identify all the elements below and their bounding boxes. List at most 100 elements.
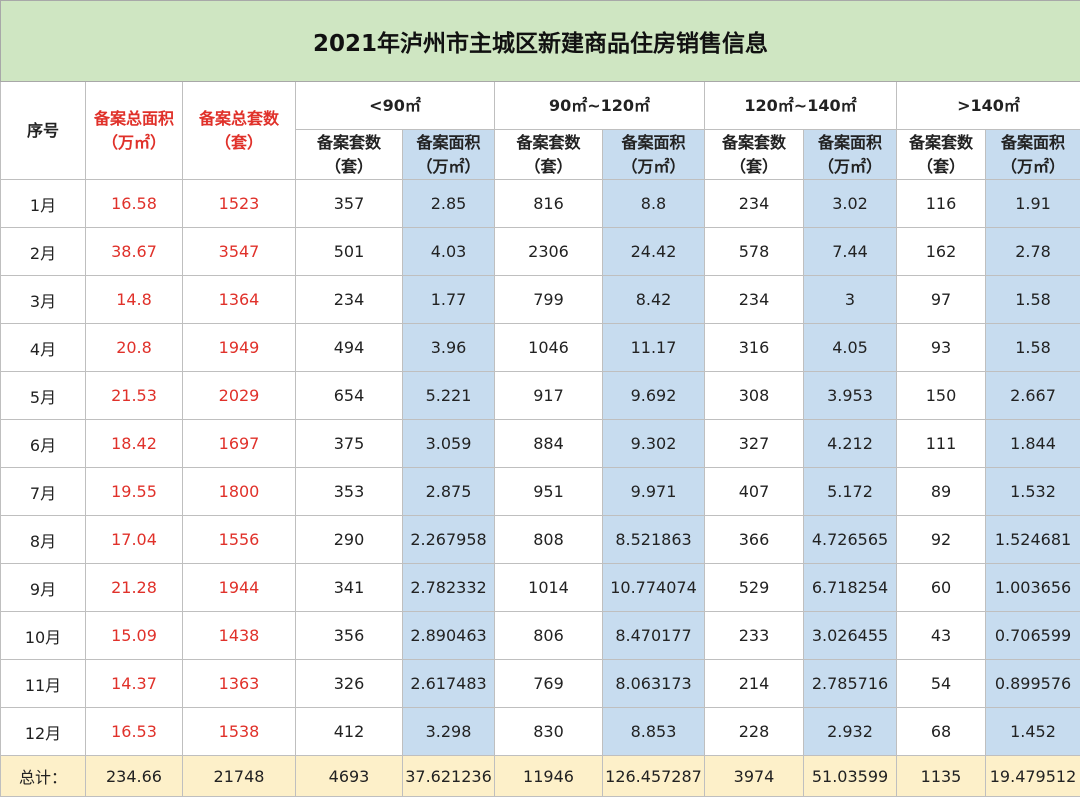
table-cell: 234 — [295, 275, 403, 324]
table-cell: 9.971 — [602, 467, 705, 516]
table-cell: 1.58 — [984, 323, 1080, 372]
table-cell: 1944 — [182, 563, 296, 612]
table-cell: 290 — [295, 515, 403, 564]
table-cell: 7.44 — [803, 227, 897, 276]
table-row: 7月 19.55 1800 353 2.875 951 9.971 407 5.172 89 1.5… — [0, 467, 1080, 516]
subheader-units-label: 备案套数 — [908, 132, 973, 152]
table-cell: 14.8 — [85, 275, 183, 324]
table-cell: 1014 — [494, 563, 603, 612]
subheader-area-3: 备案面积 （万㎡） — [984, 129, 1080, 180]
table-cell: 19.55 — [85, 467, 183, 516]
table-cell: 16.58 — [85, 179, 183, 228]
total-cell: 234.66 — [85, 755, 183, 797]
table-cell: 1538 — [182, 707, 296, 756]
header-total-units: 备案总套数 （套） — [182, 81, 296, 180]
table-cell: 1.532 — [984, 467, 1080, 516]
table-cell: 808 — [494, 515, 603, 564]
table-cell: 18.42 — [85, 419, 183, 468]
total-cell: 3974 — [704, 755, 804, 797]
table-cell: 21.28 — [85, 563, 183, 612]
table-cell: 2.875 — [402, 467, 495, 516]
table-cell: 1.844 — [984, 419, 1080, 468]
header-total-area: 备案总面积 （万㎡） — [85, 81, 183, 180]
table-cell: 2.785716 — [803, 659, 897, 708]
table-cell: 3.026455 — [803, 611, 897, 660]
table-row: 5月 21.53 2029 654 5.221 917 9.692 308 3.953 150 2.… — [0, 371, 1080, 420]
subheader-area-unit: （万㎡） — [416, 156, 481, 176]
total-cell: 51.03599 — [803, 755, 897, 797]
table-cell: 3.059 — [402, 419, 495, 468]
subheader-area-0: 备案面积 （万㎡） — [402, 129, 495, 180]
subheader-area-unit: （万㎡） — [1001, 156, 1066, 176]
table-cell: 234 — [704, 275, 804, 324]
table-row: 10月 15.09 1438 356 2.890463 806 8.470177 233 3.0… — [0, 611, 1080, 660]
table-cell: 951 — [494, 467, 603, 516]
header-total-units-unit: （套） — [214, 132, 263, 152]
table-cell: 0.706599 — [984, 611, 1080, 660]
subheader-area-2: 备案面积 （万㎡） — [803, 129, 897, 180]
table-cell: 14.37 — [85, 659, 183, 708]
table-cell: 150 — [896, 371, 986, 420]
table-cell: 4.03 — [402, 227, 495, 276]
table-cell: 2029 — [182, 371, 296, 420]
table-cell: 20.8 — [85, 323, 183, 372]
table-cell: 92 — [896, 515, 986, 564]
table-cell: 0.899576 — [984, 659, 1080, 708]
table-cell: 3.96 — [402, 323, 495, 372]
table-cell: 1556 — [182, 515, 296, 564]
table-row: 11月 14.37 1363 326 2.617483 769 8.063173 214 2.7… — [0, 659, 1080, 708]
table-cell: 3.298 — [402, 707, 495, 756]
table-cell: 1046 — [494, 323, 603, 372]
table-cell: 43 — [896, 611, 986, 660]
table-cell: 2.890463 — [402, 611, 495, 660]
row-month: 5月 — [0, 371, 86, 420]
table-cell: 353 — [295, 467, 403, 516]
table-cell: 375 — [295, 419, 403, 468]
total-cell: 11946 — [494, 755, 603, 797]
table-cell: 407 — [704, 467, 804, 516]
table-cell: 654 — [295, 371, 403, 420]
subheader-units-3: 备案套数 （套） — [896, 129, 986, 180]
table-row: 12月 16.53 1538 412 3.298 830 8.853 228 2.932 68 1.… — [0, 707, 1080, 756]
table-cell: 60 — [896, 563, 986, 612]
row-month: 9月 — [0, 563, 86, 612]
table-cell: 1364 — [182, 275, 296, 324]
table-cell: 10.774074 — [602, 563, 705, 612]
table-cell: 501 — [295, 227, 403, 276]
header-total-units-label: 备案总套数 — [198, 108, 279, 128]
subheader-area-label: 备案面积 — [621, 132, 686, 152]
table-cell: 214 — [704, 659, 804, 708]
table-cell: 233 — [704, 611, 804, 660]
subheader-units-unit: （套） — [916, 156, 965, 176]
table-cell: 494 — [295, 323, 403, 372]
table-cell: 769 — [494, 659, 603, 708]
row-month: 8月 — [0, 515, 86, 564]
table-row: 4月 20.8 1949 494 3.96 1046 11.17 316 4.05 93 1.58 — [0, 323, 1080, 372]
table-cell: 93 — [896, 323, 986, 372]
header-seq: 序号 — [0, 81, 86, 180]
subheader-units-unit: （套） — [324, 156, 373, 176]
header-total-area-unit: （万㎡） — [101, 132, 166, 152]
table-cell: 15.09 — [85, 611, 183, 660]
table-cell: 1800 — [182, 467, 296, 516]
table-row: 8月 17.04 1556 290 2.267958 808 8.521863 366 4.72… — [0, 515, 1080, 564]
table-cell: 357 — [295, 179, 403, 228]
row-month: 12月 — [0, 707, 86, 756]
table-cell: 9.692 — [602, 371, 705, 420]
table-cell: 326 — [295, 659, 403, 708]
table-cell: 1.91 — [984, 179, 1080, 228]
table-cell: 1523 — [182, 179, 296, 228]
total-cell: 19.479512 — [984, 755, 1080, 797]
header-group-lt90: <90㎡ — [295, 81, 495, 130]
subheader-area-unit: （万㎡） — [621, 156, 686, 176]
table-cell: 2306 — [494, 227, 603, 276]
table-cell: 9.302 — [602, 419, 705, 468]
total-cell: 21748 — [182, 755, 296, 797]
table-cell: 327 — [704, 419, 804, 468]
table-cell: 4.726565 — [803, 515, 897, 564]
table-cell: 24.42 — [602, 227, 705, 276]
subheader-units-label: 备案套数 — [316, 132, 381, 152]
table-cell: 3.953 — [803, 371, 897, 420]
row-month: 3月 — [0, 275, 86, 324]
